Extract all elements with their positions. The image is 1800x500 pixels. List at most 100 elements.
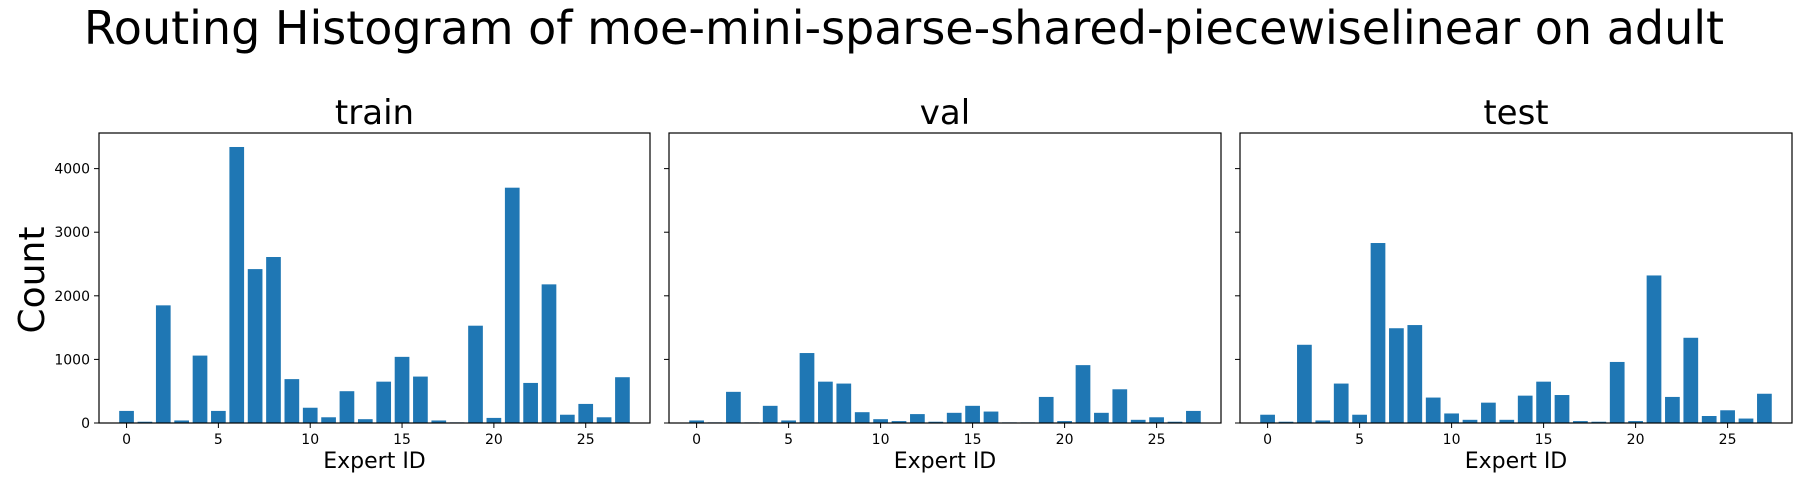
train-bar-expert-5	[211, 410, 226, 423]
test-bar-expert-7	[1389, 328, 1404, 423]
train-panel-title: train	[335, 93, 414, 133]
train-y-tick-label: 0	[81, 416, 90, 432]
test-x-tick-label: 5	[1355, 432, 1364, 448]
train-bar-expert-0	[119, 410, 134, 423]
val-bar-expert-8	[836, 383, 852, 423]
val-bar-expert-21	[1075, 365, 1091, 423]
val-bar-expert-11	[891, 421, 907, 423]
test-x-tick-label: 10	[1443, 432, 1461, 448]
train-x-tick-label: 25	[577, 432, 595, 448]
val-bar-expert-6	[799, 353, 815, 423]
train-bar-expert-6	[229, 146, 245, 424]
val-bar-expert-16	[983, 411, 999, 423]
train-bar-expert-26	[596, 417, 612, 423]
test-bar-expert-3	[1315, 420, 1331, 423]
train-y-tick-label: 2000	[54, 289, 90, 305]
val-bar-expert-15	[965, 405, 980, 423]
test-bar-expert-4	[1333, 383, 1349, 423]
test-bar-expert-9	[1425, 397, 1441, 423]
val-bar-expert-19	[1038, 396, 1054, 423]
val-bar-expert-26	[1167, 421, 1183, 423]
train-bar-expert-8	[266, 257, 281, 423]
val-bar-expert-20	[1057, 421, 1072, 423]
val-x-tick-label: 10	[872, 432, 890, 448]
val-bar-expert-9	[854, 412, 870, 423]
test-bar-expert-24	[1701, 416, 1717, 423]
train-bar-expert-27	[615, 377, 630, 423]
test-bar-expert-25	[1720, 410, 1735, 423]
test-bar-expert-17	[1573, 421, 1588, 423]
test-bar-expert-16	[1554, 395, 1570, 423]
test-bar-expert-12	[1481, 402, 1496, 423]
train-bar-expert-10	[302, 407, 318, 423]
test-x-tick-label: 15	[1535, 432, 1553, 448]
train-bar-expert-9	[284, 379, 300, 423]
val-bar-expert-12	[910, 414, 925, 423]
train-bar-expert-19	[468, 325, 483, 423]
val-bar-expert-27	[1186, 410, 1201, 423]
val-x-tick-label: 20	[1056, 432, 1074, 448]
test-bar-expert-10	[1444, 413, 1459, 423]
test-panel: test Expert ID 0 5 10 15 20 25	[1235, 93, 1793, 474]
test-bar-expert-23	[1683, 337, 1699, 423]
test-x-axis-label: Expert ID	[1465, 449, 1568, 474]
train-x-tick-label: 20	[485, 432, 503, 448]
train-y-tick-label: 4000	[54, 162, 90, 178]
test-x-tick-label: 20	[1627, 432, 1645, 448]
train-bar-expert-4	[192, 355, 208, 423]
test-bar-expert-20	[1628, 421, 1643, 423]
train-bar-expert-24	[560, 414, 575, 423]
val-panel: val Expert ID 0 5 10 15 20 25	[664, 93, 1222, 474]
test-bar-expert-5	[1352, 414, 1367, 423]
val-bar-expert-25	[1149, 417, 1164, 423]
test-x-tick-label: 0	[1263, 432, 1272, 448]
train-x-tick-label: 5	[214, 432, 223, 448]
val-bar-expert-4	[762, 405, 778, 423]
train-panel: train Expert ID 0 5 10 15 20 25 0 1000 2000 3000 4…	[54, 93, 651, 474]
train-y-tick-label: 3000	[54, 225, 90, 241]
train-y-tick-label: 1000	[54, 352, 90, 368]
test-bar-expert-27	[1757, 393, 1772, 423]
test-bar-expert-2	[1297, 344, 1312, 423]
train-bar-expert-23	[541, 284, 557, 423]
test-bar-expert-21	[1646, 275, 1662, 423]
test-bar-expert-14	[1517, 395, 1533, 423]
train-bar-expert-15	[394, 356, 410, 423]
test-bar-expert-13	[1499, 419, 1515, 423]
train-bar-expert-25	[578, 403, 594, 423]
train-bar-expert-16	[413, 376, 428, 423]
val-x-axis-label: Expert ID	[894, 449, 997, 474]
test-axes-frame	[1239, 132, 1793, 424]
figure-title: Routing Histogram of moe-mini-sparse-sha…	[84, 1, 1724, 55]
train-bar-expert-11	[321, 417, 336, 423]
val-bar-expert-10	[873, 419, 888, 423]
val-bar-expert-14	[946, 412, 962, 423]
val-bar-expert-24	[1130, 419, 1146, 423]
train-x-axis-label: Expert ID	[323, 449, 426, 474]
train-bar-expert-21	[504, 187, 520, 423]
test-bar-expert-19	[1609, 361, 1625, 423]
test-bar-expert-22	[1665, 396, 1680, 423]
test-bar-expert-6	[1370, 243, 1386, 423]
val-bar-expert-0	[689, 420, 704, 423]
test-bar-expert-1	[1278, 421, 1294, 423]
test-panel-title: test	[1483, 93, 1548, 133]
train-bar-expert-22	[523, 382, 538, 423]
val-bar-expert-7	[818, 381, 833, 423]
train-axes-frame	[98, 132, 651, 424]
test-bar-expert-15	[1536, 381, 1551, 423]
val-x-tick-label: 25	[1148, 432, 1166, 448]
test-bar-expert-11	[1462, 419, 1478, 423]
val-bar-expert-23	[1112, 389, 1128, 423]
train-bar-expert-12	[339, 391, 355, 423]
val-x-tick-label: 5	[784, 432, 793, 448]
test-bar-expert-8	[1407, 325, 1423, 423]
val-x-tick-label: 0	[692, 432, 701, 448]
val-axes-frame	[668, 132, 1222, 424]
test-x-tick-label: 25	[1719, 432, 1737, 448]
val-bar-expert-2	[726, 391, 741, 423]
train-bar-expert-3	[174, 420, 189, 423]
train-x-tick-label: 10	[301, 432, 319, 448]
shared-y-axis-label: Count	[12, 227, 53, 334]
